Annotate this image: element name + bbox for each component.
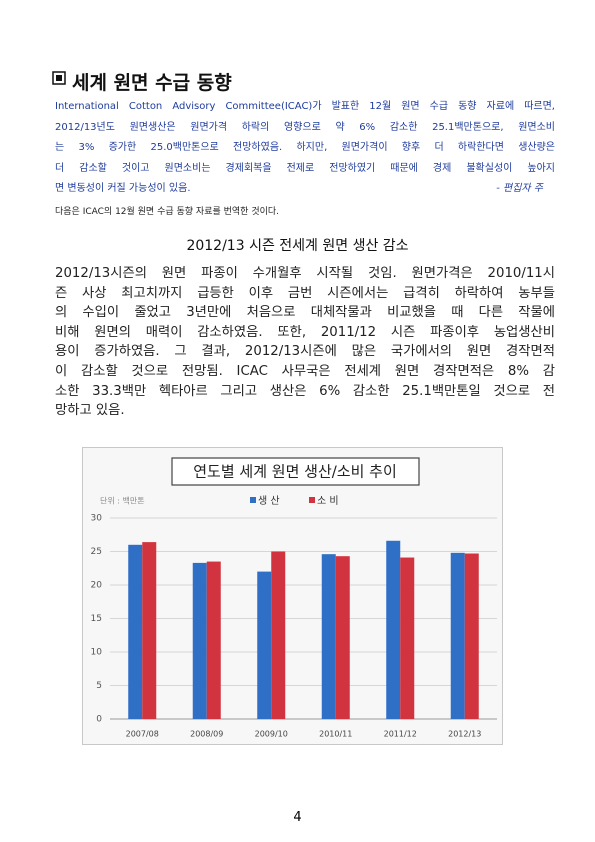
y-tick-label: 10	[91, 648, 103, 658]
y-tick-label: 5	[96, 681, 102, 691]
x-tick-label: 2007/08	[126, 730, 159, 739]
legend-label: 소 비	[317, 495, 339, 507]
y-tick-label: 15	[91, 614, 102, 624]
bar	[335, 556, 350, 719]
page-number: 4	[293, 810, 302, 825]
text-line: 면 변동성이 커질 가능성이 있음.	[55, 183, 191, 194]
x-tick-label: 2009/10	[255, 730, 288, 739]
text-line: 는 3% 증가한 25.0백만톤으로 전망하였음. 하지만, 원면가격이 향후 …	[55, 142, 555, 153]
chart-title: 연도별 세계 원면 생산/소비 추이	[193, 463, 397, 481]
legend-swatch	[250, 497, 256, 503]
x-tick-label: 2012/13	[448, 730, 481, 739]
text-line: 2012/13시즌의 원면 파종이 수개월후 시작될 것임. 원면가격은 201…	[55, 266, 555, 281]
bar	[128, 544, 143, 719]
x-tick-label: 2010/11	[319, 730, 352, 739]
text-line: 의 수입이 줄었고 3년만에 처음으로 대체작물과 비교했을 때 다른 작물에	[55, 305, 555, 321]
x-tick-label: 2008/09	[190, 730, 223, 739]
section-body: 2012/13시즌의 원면 파종이 수개월후 시작될 것임. 원면가격은 201…	[55, 264, 555, 421]
text-line: 소한 33.3백만 헥타아르 그리고 생산은 6% 감소한 25.1백만톤일 것…	[55, 383, 555, 399]
text-line: 즌 사상 최고치까지 급등한 이후 금번 시즌에서는 급격히 하락하여 농부들	[55, 285, 555, 301]
bar	[206, 561, 221, 719]
note: 다음은 ICAC의 12월 원면 수급 동향 자료를 번역한 것이다.	[55, 207, 280, 217]
bar	[192, 562, 207, 719]
text-line: 용이 증가하였음. 그 결과, 2012/13시즌에 많은 국가에서의 원면 경…	[55, 344, 555, 360]
text-line: 비해 원면의 매력이 감소하였음. 또한, 2011/12 시즌 파종이후 농업…	[55, 324, 555, 340]
x-tick-label: 2011/12	[384, 730, 417, 739]
page-title: 세계 원면 수급 동향	[72, 72, 232, 94]
text-line: 2012/13년도 원면생산은 원면가격 하락의 영향으로 약 6% 감소한 2…	[55, 121, 555, 133]
title-icon	[52, 71, 66, 85]
chart: 연도별 세계 원면 생산/소비 추이 단위 : 백만톤 0 5 10 15 20 25 30…	[82, 447, 503, 745]
text-line: 이 감소할 것으로 전망됨. ICAC 사무국은 전세계 원면 경작면적은 8%…	[55, 363, 555, 379]
text-line: 더 감소할 것이고 원면소비는 경제회복을 전제로 전망하였기 때문에 경제 불…	[55, 162, 555, 174]
y-tick-label: 30	[91, 514, 103, 524]
text-line: 망하고 있음.	[55, 403, 125, 419]
bar	[464, 553, 479, 719]
section-heading: 2012/13 시즌 전세계 원면 생산 감소	[186, 238, 409, 254]
y-tick-label: 20	[91, 581, 103, 591]
bar	[400, 557, 415, 719]
bar	[450, 552, 465, 719]
legend-swatch	[309, 497, 315, 503]
legend-label: 생 산	[258, 495, 280, 507]
unit-label: 단위 : 백만톤	[100, 496, 145, 506]
signature: - 편집자 주	[496, 183, 543, 194]
intro: International Cotton Advisory Committee(…	[55, 97, 555, 200]
bar	[386, 540, 401, 719]
y-tick-label: 25	[91, 547, 102, 557]
text-line: International Cotton Advisory Committee(…	[55, 101, 555, 112]
y-tick-label: 0	[96, 715, 102, 725]
text-line: 면 변동성이 커질 가능성이 있음. - 편집자 주	[55, 179, 555, 200]
bar	[271, 551, 286, 719]
bar	[142, 542, 157, 719]
chart-title-box	[171, 457, 420, 486]
bar	[257, 571, 272, 719]
bar	[321, 554, 336, 719]
